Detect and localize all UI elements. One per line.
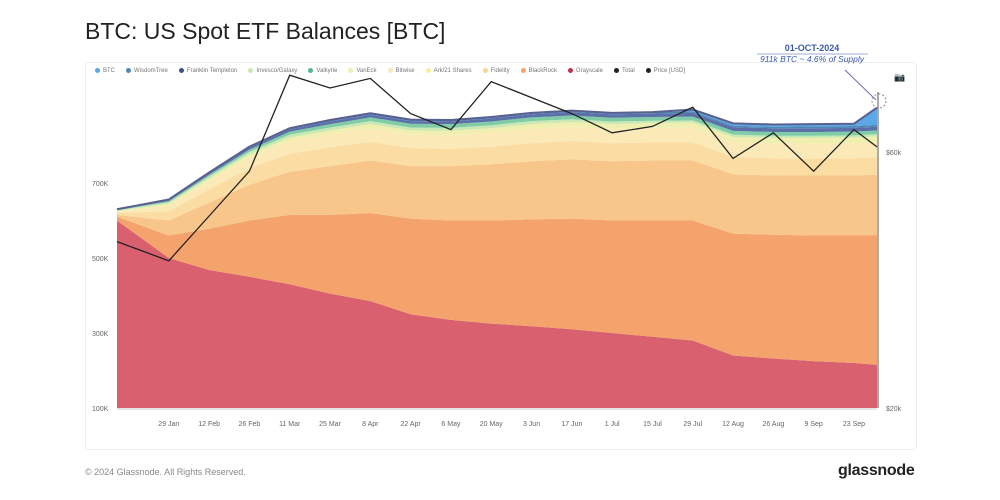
legend-item[interactable]: Ark/21 Shares	[425, 68, 472, 75]
annotation-pointer	[844, 69, 877, 101]
legend-label: Bitwise	[395, 68, 415, 75]
legend-label: Total	[621, 68, 635, 75]
chart-panel	[85, 62, 917, 450]
legend-item[interactable]: BTC	[95, 68, 115, 74]
x-tick-label: 8 Apr	[362, 421, 379, 428]
area-fidelity	[117, 159, 877, 236]
y2-tick-label: $60k	[886, 150, 902, 157]
x-tick-label: 26 Feb	[239, 421, 261, 428]
legend-item[interactable]: BlackRock	[520, 68, 557, 75]
legend-label: Grayscale	[575, 68, 603, 75]
legend-marker	[126, 68, 131, 73]
legend-label: Franklin Templeton	[186, 68, 238, 75]
legend-marker	[613, 68, 619, 73]
x-tick-label: 12 Feb	[198, 421, 220, 428]
y-tick-label: 300K	[92, 331, 109, 338]
legend-marker	[482, 68, 488, 73]
legend-marker	[178, 68, 184, 73]
legend-item[interactable]: VanEck	[348, 68, 377, 75]
legend-item[interactable]: Grayscale	[567, 68, 603, 75]
legend-marker	[348, 68, 354, 73]
x-tick-label: 29 Jan	[158, 421, 179, 428]
legend-marker	[567, 68, 573, 73]
annotation-highlight	[871, 93, 887, 109]
y2-tick-label: $20k	[886, 406, 902, 413]
legend-item[interactable]: Price [USD]	[645, 68, 686, 75]
x-tick-label: 26 Aug	[762, 421, 784, 428]
legend-label: Price [USD]	[653, 68, 686, 75]
y-tick-label: 700K	[92, 181, 109, 188]
legend-item[interactable]: Fidelity	[482, 68, 510, 75]
legend-marker	[645, 68, 651, 73]
legend-marker	[308, 68, 314, 73]
legend-marker	[95, 68, 100, 73]
legend-item[interactable]: WisdomTree	[126, 68, 168, 74]
legend-label: Invesco/Galaxy	[256, 68, 298, 75]
legend-item[interactable]: Total	[613, 68, 635, 75]
x-tick-label: 29 Jul	[683, 421, 702, 428]
total-line	[116, 106, 878, 211]
x-tick-label: 25 Mar	[319, 421, 341, 428]
legend-item[interactable]: Valkyrie	[308, 68, 337, 74]
annotation-text: 911k BTC ~ 4.6% of Supply	[760, 54, 865, 64]
legend-label: VanEck	[356, 68, 377, 75]
area-bitwise	[117, 126, 877, 213]
glassnode-logo: glassnode	[838, 462, 915, 479]
annotation-date: 01-OCT-2024	[785, 43, 840, 53]
y-tick-label: 100K	[92, 406, 109, 413]
x-tick-label: 6 May	[441, 421, 461, 428]
area-ark-21-shares	[117, 141, 877, 221]
camera-icon[interactable]: 📷	[894, 72, 906, 82]
area-grayscale	[117, 220, 877, 408]
x-tick-label: 15 Jul	[643, 421, 662, 428]
legend-item[interactable]: Invesco/Galaxy	[248, 68, 297, 74]
legend-marker	[387, 68, 393, 73]
page-title: BTC: US Spot ETF Balances [BTC]	[85, 18, 446, 44]
x-tick-label: 23 Sep	[843, 421, 865, 428]
x-tick-label: 12 Aug	[722, 421, 744, 428]
legend-label: Valkyrie	[316, 68, 338, 75]
x-tick-label: 17 Jun	[561, 421, 582, 428]
legend-marker	[248, 68, 254, 73]
legend-item[interactable]: Franklin Templeton	[178, 68, 238, 75]
copyright-footer: © 2024 Glassnode. All Rights Reserved.	[85, 467, 246, 477]
legend-marker	[425, 68, 431, 73]
area-blackrock	[117, 213, 877, 365]
x-tick-label: 3 Jun	[523, 421, 540, 428]
price-line	[116, 74, 878, 262]
x-tick-label: 1 Jul	[605, 421, 620, 428]
chart-legend: BTC WisdomTree Franklin Templeton Invesco/G…	[95, 68, 685, 74]
y-tick-label: 500K	[92, 256, 109, 263]
legend-label: WisdomTree	[134, 68, 168, 75]
legend-label: BTC	[103, 68, 115, 75]
legend-label: BlackRock	[528, 68, 557, 75]
legend-label: Fidelity	[490, 68, 510, 75]
legend-label: Ark/21 Shares	[433, 68, 472, 75]
x-tick-label: 20 May	[480, 421, 503, 428]
x-tick-label: 22 Apr	[401, 421, 422, 428]
legend-marker	[520, 68, 526, 73]
legend-item[interactable]: Bitwise	[387, 68, 415, 75]
x-tick-label: 11 Mar	[279, 421, 301, 428]
x-tick-label: 9 Sep	[805, 421, 823, 428]
